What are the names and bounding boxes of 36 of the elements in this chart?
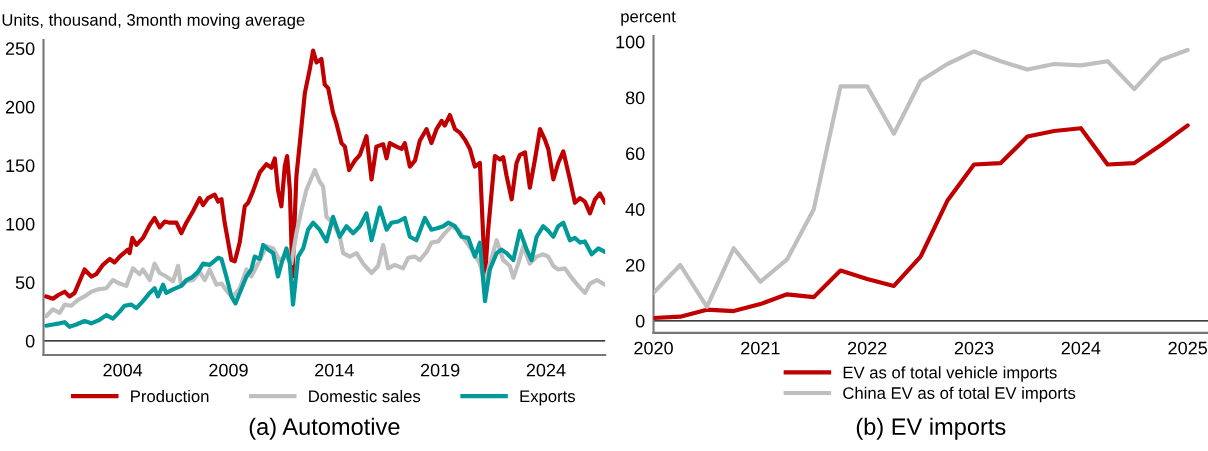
x-tick-label: 2023 bbox=[954, 341, 994, 355]
x-tick-label: 2025 bbox=[1168, 341, 1208, 355]
line-series bbox=[653, 47, 1190, 309]
y-tick-label: 0 bbox=[25, 334, 35, 348]
x-tick-label: 2014 bbox=[315, 363, 354, 377]
y-tick-label: 0 bbox=[635, 314, 645, 328]
x-tick-label: 2024 bbox=[526, 363, 566, 377]
x-tick-label: 2004 bbox=[103, 363, 143, 377]
y-tick-label: 40 bbox=[625, 203, 645, 216]
legend-label: Exports bbox=[520, 390, 575, 406]
y-tick-label: 60 bbox=[626, 147, 645, 161]
y-tick-label: 50 bbox=[15, 276, 35, 290]
y-axis-title: percent bbox=[621, 11, 676, 26]
legend-label: Production bbox=[131, 389, 209, 403]
line-series bbox=[44, 205, 606, 329]
y-tick-label: 200 bbox=[5, 100, 35, 114]
x-tick-label: 2019 bbox=[420, 363, 460, 377]
legend-label: China EV as of total EV imports bbox=[843, 386, 1076, 403]
legend-label: Domestic sales bbox=[309, 389, 421, 403]
legend-label: EV as of total vehicle imports bbox=[843, 366, 1057, 382]
x-tick-label: 2022 bbox=[848, 341, 887, 355]
y-axis-title: Units, thousand, 3month moving average bbox=[2, 13, 305, 30]
x-tick-label: 2020 bbox=[634, 341, 673, 355]
x-tick-label: 2021 bbox=[741, 341, 780, 355]
text: (b) EV imports bbox=[856, 417, 1006, 440]
x-tick-label: 2009 bbox=[209, 363, 248, 377]
y-tick-label: 100 bbox=[616, 35, 645, 49]
text: (a) Automotive bbox=[249, 417, 400, 440]
y-tick-label: 150 bbox=[6, 159, 35, 173]
line-series bbox=[44, 48, 606, 301]
y-tick-label: 80 bbox=[625, 91, 645, 105]
y-tick-label: 100 bbox=[6, 217, 35, 231]
line-series bbox=[653, 123, 1190, 321]
y-tick-label: 20 bbox=[626, 258, 645, 272]
x-tick-label: 2024 bbox=[1061, 341, 1101, 355]
y-tick-label: 250 bbox=[5, 42, 35, 56]
